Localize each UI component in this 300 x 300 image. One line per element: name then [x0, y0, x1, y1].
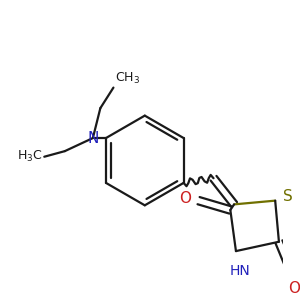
Text: HN: HN [229, 264, 250, 278]
Text: O: O [179, 191, 191, 206]
Text: O: O [288, 281, 300, 296]
Text: S: S [283, 189, 292, 204]
Text: H$_3$C: H$_3$C [17, 149, 42, 164]
Text: N: N [87, 130, 99, 146]
Text: CH$_3$: CH$_3$ [115, 70, 140, 86]
